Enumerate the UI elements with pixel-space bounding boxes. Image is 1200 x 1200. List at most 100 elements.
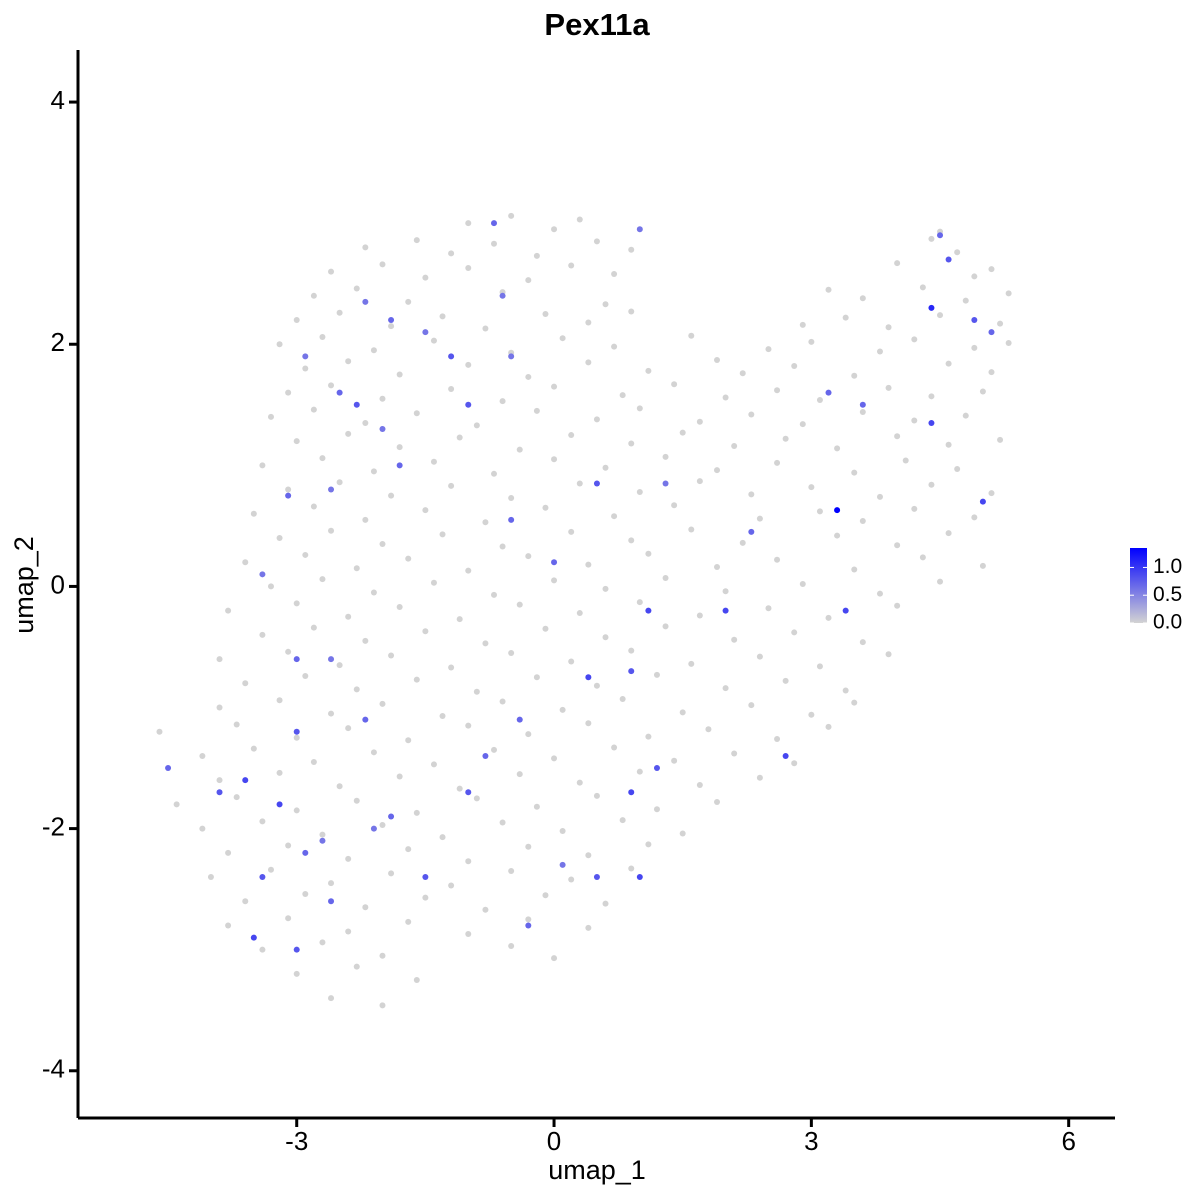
- cell-point: [379, 1002, 386, 1009]
- x-tick-label: 3: [804, 1126, 818, 1156]
- cell-point: [267, 583, 274, 590]
- cell-point: [430, 579, 437, 586]
- cell-point: [988, 490, 995, 497]
- cell-point: [293, 807, 300, 814]
- cell-point: [576, 216, 583, 223]
- cell-point: [714, 798, 721, 805]
- cell-point: [662, 480, 669, 487]
- cell-point: [799, 321, 806, 328]
- cell-point: [413, 976, 420, 983]
- cell-point: [859, 295, 866, 302]
- cell-point: [362, 244, 369, 251]
- cell-point: [293, 438, 300, 445]
- cell-point: [774, 735, 781, 742]
- cell-point: [971, 317, 978, 324]
- cell-point: [731, 636, 738, 643]
- cell-point: [302, 673, 309, 680]
- cell-point: [636, 874, 643, 881]
- cell-point: [731, 750, 738, 757]
- cell-point: [782, 677, 789, 684]
- cell-point: [465, 930, 472, 937]
- cell-point: [508, 516, 515, 523]
- cell-point: [731, 442, 738, 449]
- cell-point: [928, 304, 935, 311]
- cell-point: [585, 561, 592, 568]
- cell-point: [293, 656, 300, 663]
- cell-point: [542, 625, 549, 632]
- colorbar-label: 0.0: [1153, 611, 1182, 634]
- cell-point: [765, 346, 772, 353]
- cell-point: [370, 347, 377, 354]
- cell-point: [533, 803, 540, 810]
- cell-point: [722, 607, 729, 614]
- cell-point: [439, 313, 446, 320]
- cell-point: [448, 882, 455, 889]
- cell-point: [568, 262, 575, 269]
- cell-point: [551, 577, 558, 584]
- cell-point: [722, 685, 729, 692]
- cell-point: [293, 600, 300, 607]
- cell-point: [593, 792, 600, 799]
- cell-point: [439, 834, 446, 841]
- cell-point: [739, 370, 746, 377]
- cell-point: [954, 249, 961, 256]
- cell-point: [696, 478, 703, 485]
- cell-point: [242, 559, 249, 566]
- cell-point: [662, 623, 669, 630]
- cell-point: [679, 830, 686, 837]
- cell-point: [945, 530, 952, 537]
- cell-point: [516, 716, 523, 723]
- cell-point: [473, 422, 480, 429]
- cell-point: [259, 818, 266, 825]
- cell-point: [302, 849, 309, 856]
- y-axis-label: umap_2: [9, 536, 39, 634]
- cell-point: [482, 519, 489, 526]
- cell-point: [353, 565, 360, 572]
- cell-point: [405, 555, 412, 562]
- cell-point: [834, 507, 841, 514]
- cell-point: [302, 365, 309, 372]
- cell-point: [542, 310, 549, 317]
- cell-point: [568, 432, 575, 439]
- cell-point: [559, 706, 566, 713]
- cell-point: [662, 574, 669, 581]
- cell-point: [525, 373, 532, 380]
- cell-point: [808, 484, 815, 491]
- cell-point: [345, 928, 352, 935]
- cell-point: [611, 343, 618, 350]
- cell-point: [319, 333, 326, 340]
- cell-point: [422, 329, 429, 336]
- cell-point: [585, 674, 592, 681]
- cell-point: [679, 429, 686, 436]
- cell-point: [834, 445, 841, 452]
- cell-point: [396, 444, 403, 451]
- cell-point: [293, 317, 300, 324]
- cell-point: [533, 407, 540, 414]
- cell-point: [636, 599, 643, 606]
- cell-point: [671, 502, 678, 509]
- cell-point: [396, 773, 403, 780]
- cell-point: [310, 624, 317, 631]
- cell-point: [859, 639, 866, 646]
- cell-point: [533, 674, 540, 681]
- cell-point: [336, 662, 343, 669]
- cell-point: [971, 514, 978, 521]
- cell-point: [825, 614, 832, 621]
- cell-point: [671, 381, 678, 388]
- cell-point: [413, 410, 420, 417]
- cell-point: [388, 492, 395, 499]
- cell-point: [585, 359, 592, 366]
- cell-point: [1005, 290, 1012, 297]
- cell-point: [456, 785, 463, 792]
- cell-point: [430, 458, 437, 465]
- cell-point: [628, 440, 635, 447]
- cell-point: [997, 436, 1004, 443]
- cell-point: [379, 541, 386, 548]
- cell-point: [705, 726, 712, 733]
- cell-point: [233, 794, 240, 801]
- cell-point: [345, 358, 352, 365]
- cell-point: [885, 384, 892, 391]
- cell-point: [516, 601, 523, 608]
- cell-point: [714, 467, 721, 474]
